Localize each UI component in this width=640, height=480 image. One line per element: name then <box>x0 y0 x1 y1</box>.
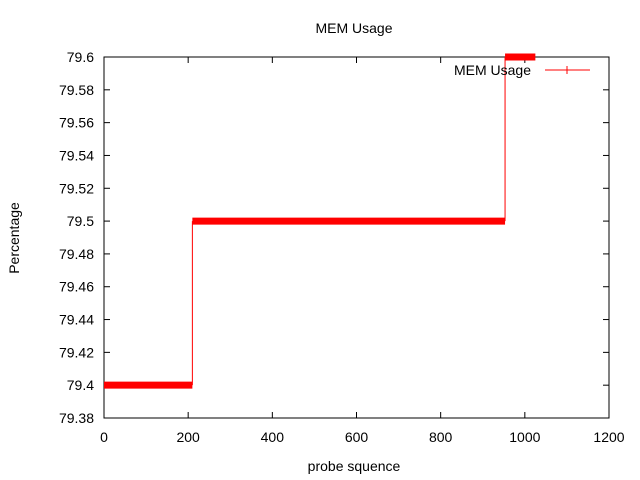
chart-title: MEM Usage <box>315 20 392 36</box>
x-tick-label: 200 <box>176 429 200 445</box>
legend: MEM Usage <box>454 62 590 78</box>
y-tick-label: 79.56 <box>59 115 94 131</box>
x-tick-label: 600 <box>345 429 369 445</box>
x-tick-label: 800 <box>429 429 453 445</box>
legend-label: MEM Usage <box>454 62 531 78</box>
y-tick-label: 79.5 <box>67 213 94 229</box>
y-axis-label: Percentage <box>6 202 22 274</box>
plot-frame <box>103 56 610 419</box>
y-tick-label: 79.44 <box>59 312 94 328</box>
y-tick-label: 79.38 <box>59 410 94 426</box>
x-tick-label: 1000 <box>509 429 540 445</box>
y-tick-label: 79.52 <box>59 180 94 196</box>
y-tick-label: 79.6 <box>67 49 94 65</box>
x-tick-label: 1200 <box>593 429 624 445</box>
y-tick-label: 79.54 <box>59 147 94 163</box>
x-tick-label: 400 <box>261 429 285 445</box>
y-tick-label: 79.46 <box>59 279 94 295</box>
y-tick-label: 79.42 <box>59 344 94 360</box>
y-tick-label: 79.48 <box>59 246 94 262</box>
x-axis-label: probe squence <box>308 458 401 474</box>
y-tick-label: 79.4 <box>67 377 94 393</box>
y-tick-label: 79.58 <box>59 82 94 98</box>
x-tick-label: 0 <box>100 429 108 445</box>
